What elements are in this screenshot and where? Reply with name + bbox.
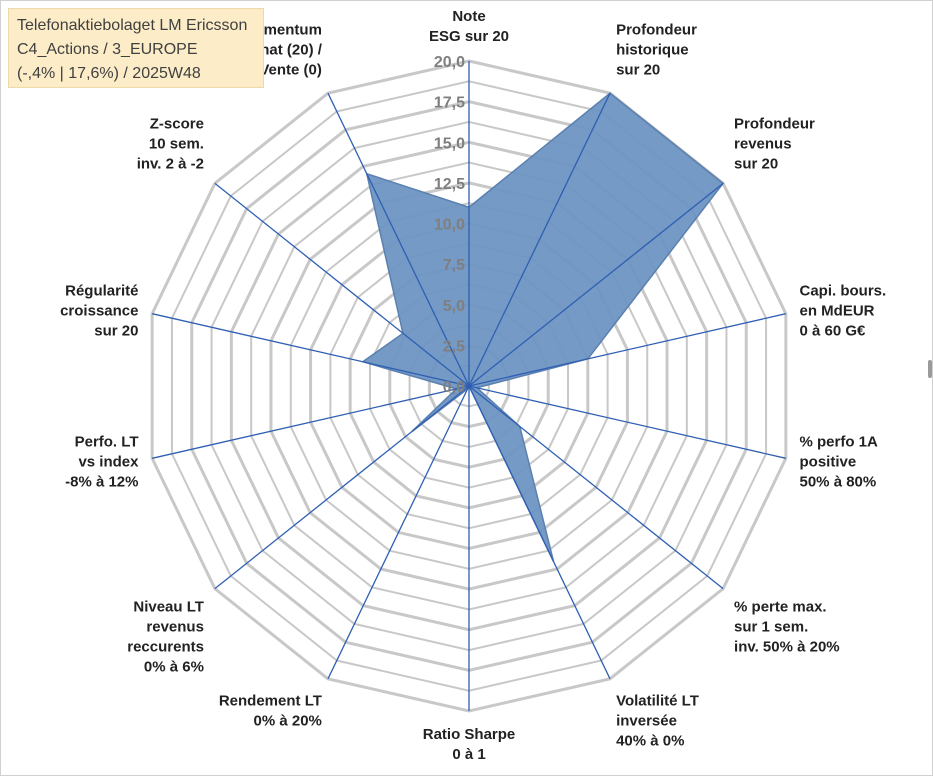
category-label: revenus <box>734 136 792 153</box>
radial-tick-label: 0,0 <box>443 379 465 396</box>
category-label: Vente (0) <box>259 62 322 79</box>
axis-spoke <box>214 182 470 387</box>
category-label: 40% à 0% <box>616 732 684 749</box>
category-label: Profondeur <box>734 116 815 133</box>
category-label: reccurents <box>127 638 204 655</box>
performance-week: (-,4% | 17,6%) / 2025W48 <box>17 65 201 82</box>
axis-spoke <box>327 92 470 387</box>
category-label: Capi. bours. <box>800 283 887 300</box>
category-path: C4_Actions / 3_EUROPE <box>17 41 198 58</box>
category-label: sur 1 sem. <box>734 618 808 635</box>
axis-spoke <box>214 385 470 590</box>
category-label: croissance <box>60 303 138 320</box>
category-label: Volatilité LT <box>616 692 699 709</box>
category-label: 0% à 20% <box>254 712 322 729</box>
category-label: 10 sem. <box>149 136 204 153</box>
category-label: historique <box>616 42 689 59</box>
category-label: revenus <box>146 618 204 635</box>
company-name: Telefonaktiebolaget LM Ericsson <box>17 17 248 34</box>
category-label: inv. 50% à 20% <box>734 638 840 655</box>
radial-tick-label: 2,5 <box>443 338 465 355</box>
category-label: sur 20 <box>734 156 778 173</box>
radial-tick-label: 7,5 <box>443 257 465 274</box>
category-label: Rendement LT <box>219 692 322 709</box>
category-label: positive <box>800 453 857 470</box>
category-label: en MdEUR <box>800 303 875 320</box>
axis-spoke <box>468 92 611 387</box>
radial-tick-label: 10,0 <box>434 217 465 234</box>
axis-spoke <box>468 385 611 680</box>
category-label: sur 20 <box>616 62 660 79</box>
category-label: 0 à 1 <box>452 746 485 763</box>
axis-spoke <box>468 182 724 387</box>
category-label: Ratio Sharpe <box>423 726 516 743</box>
radial-tick-label: 12,5 <box>434 176 465 193</box>
category-label: Perfo. LT <box>75 433 139 450</box>
category-label: Régularité <box>65 283 138 300</box>
radial-tick-label: 15,0 <box>434 135 465 152</box>
category-label: -8% à 12% <box>65 473 138 490</box>
axis-spoke <box>468 385 724 590</box>
axis-spoke <box>327 385 470 680</box>
category-label: Niveau LT <box>133 598 204 615</box>
category-label: 0% à 6% <box>144 658 204 675</box>
scrollbar-handle[interactable] <box>928 360 932 378</box>
category-label: inv. 2 à -2 <box>137 156 204 173</box>
radial-tick-label: 20,0 <box>434 54 465 71</box>
category-label: 0 à 60 G€ <box>800 323 867 340</box>
category-label: % perfo 1A <box>800 433 879 450</box>
category-label: sur 20 <box>94 323 138 340</box>
category-label: Profondeur <box>616 22 697 39</box>
axis-spoke <box>468 313 786 387</box>
chart-title-box: Telefonaktiebolaget LM Ericsson C4_Actio… <box>8 8 264 88</box>
category-label: % perte max. <box>734 598 827 615</box>
axis-spoke <box>468 385 786 459</box>
category-label: 50% à 80% <box>800 473 877 490</box>
category-label: inversée <box>616 712 677 729</box>
axis-spoke <box>152 313 470 387</box>
axis-spoke <box>152 385 470 459</box>
radial-tick-label: 5,0 <box>443 298 465 315</box>
radial-tick-label: 17,5 <box>434 95 465 112</box>
category-label: vs index <box>78 453 139 470</box>
category-label: Z-score <box>150 116 204 133</box>
category-label: ESG sur 20 <box>429 28 509 45</box>
category-label: Note <box>452 8 485 25</box>
